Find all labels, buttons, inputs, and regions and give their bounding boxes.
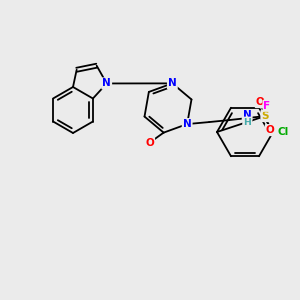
Text: H: H (243, 118, 251, 127)
Text: O: O (266, 125, 274, 135)
Text: O: O (256, 97, 265, 107)
Text: S: S (261, 111, 269, 121)
Text: O: O (145, 138, 154, 148)
Text: Cl: Cl (278, 127, 289, 137)
Text: N: N (183, 119, 191, 129)
Text: F: F (263, 101, 271, 111)
Text: N: N (102, 79, 111, 88)
Text: N: N (168, 78, 177, 88)
Text: N: N (243, 110, 251, 120)
